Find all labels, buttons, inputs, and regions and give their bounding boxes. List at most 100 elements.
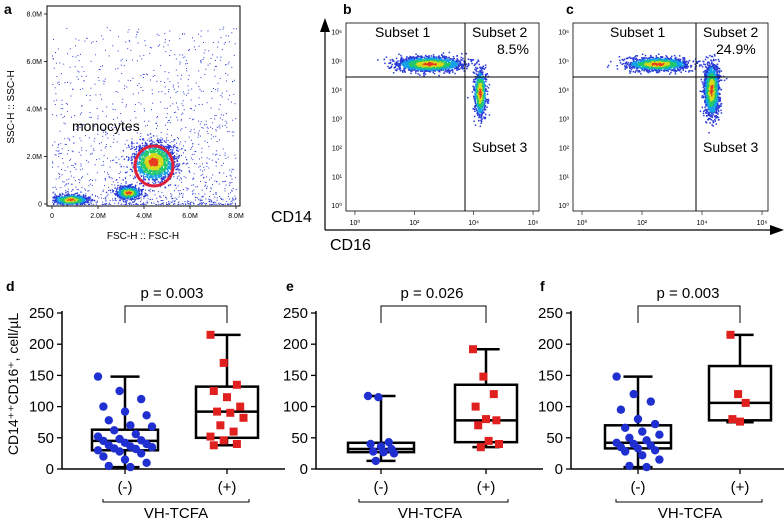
scatter-point	[84, 195, 86, 197]
scatter-point	[170, 167, 172, 170]
scatter-point	[148, 164, 150, 166]
scatter-point	[116, 141, 118, 143]
scatter-point	[104, 185, 106, 186]
scatter-point	[134, 186, 136, 189]
scatter-point	[121, 73, 123, 74]
scatter-point	[147, 124, 149, 126]
scatter-point	[219, 154, 221, 156]
scatter-point	[107, 172, 108, 174]
scatter-point	[178, 204, 180, 205]
scatter-point	[138, 145, 140, 148]
scatter-point	[64, 201, 66, 204]
scatter-point	[116, 194, 119, 196]
scatter-point	[152, 154, 155, 156]
scatter-point	[156, 143, 159, 146]
scatter-point	[169, 161, 171, 163]
scatter-point	[202, 91, 204, 92]
scatter-point	[137, 188, 140, 190]
scatter-point	[146, 139, 148, 141]
scatter-point	[235, 203, 236, 205]
scatter-point	[105, 131, 107, 133]
scatter-point	[135, 36, 137, 38]
scatter-point	[171, 141, 173, 143]
scatter-point	[193, 40, 195, 42]
scatter-point	[159, 203, 161, 205]
scatter-point	[215, 192, 217, 194]
scatter-point	[436, 58, 438, 61]
scatter-point	[140, 162, 142, 164]
scatter-point	[80, 147, 82, 149]
scatter-point	[149, 133, 152, 135]
scatter-point	[144, 153, 147, 156]
scatter-point	[74, 163, 76, 164]
scatter-point	[186, 68, 188, 69]
scatter-point	[147, 172, 150, 175]
scatter-point	[98, 69, 100, 70]
scatter-point	[115, 193, 118, 196]
scatter-point	[174, 161, 176, 163]
scatter-point	[161, 180, 163, 182]
scatter-point	[461, 63, 463, 65]
scatter-point	[60, 152, 62, 154]
scatter-point	[180, 203, 182, 205]
scatter-point	[470, 60, 473, 63]
scatter-point	[174, 144, 176, 146]
scatter-point	[219, 117, 221, 119]
scatter-point	[150, 139, 153, 141]
scatter-point	[189, 131, 191, 132]
scatter-point	[73, 176, 75, 178]
scatter-point	[135, 184, 137, 187]
scatter-point	[68, 196, 70, 199]
scatter-point	[206, 166, 208, 167]
scatter-point	[459, 62, 462, 65]
scatter-point	[152, 190, 154, 192]
scatter-point	[120, 185, 122, 187]
scatter-point	[58, 177, 60, 179]
scatter-point	[155, 122, 157, 124]
scatter-point	[160, 65, 162, 67]
scatter-point	[77, 194, 80, 197]
scatter-point	[102, 191, 104, 193]
scatter-point	[151, 47, 153, 49]
scatter-point	[394, 63, 396, 65]
scatter-point	[85, 193, 87, 195]
scatter-point	[434, 70, 437, 72]
scatter-point	[233, 28, 235, 30]
scatter-point	[70, 197, 73, 200]
scatter-point	[91, 203, 93, 205]
scatter-point	[137, 42, 139, 44]
scatter-point	[192, 193, 193, 195]
scatter-point	[79, 196, 82, 199]
scatter-point	[136, 147, 138, 149]
scatter-point	[476, 62, 478, 64]
scatter-point	[172, 152, 175, 154]
scatter-point	[83, 124, 85, 125]
scatter-point	[211, 201, 213, 203]
scatter-point	[85, 201, 87, 203]
scatter-point	[169, 152, 172, 154]
scatter-point	[153, 182, 155, 185]
scatter-point	[64, 82, 66, 84]
scatter-point	[72, 88, 74, 90]
scatter-point	[164, 33, 166, 34]
scatter-point	[105, 200, 107, 202]
scatter-point	[70, 82, 72, 84]
scatter-point	[145, 170, 147, 172]
scatter-point	[75, 195, 77, 197]
scatter-point	[206, 162, 208, 164]
scatter-point	[176, 168, 178, 170]
scatter-point	[129, 185, 131, 188]
scatter-point	[447, 68, 450, 70]
scatter-point	[179, 63, 181, 65]
monocyte-gate	[133, 144, 175, 188]
scatter-point	[193, 118, 195, 120]
scatter-point	[181, 148, 183, 150]
scatter-point	[132, 77, 134, 79]
scatter-point	[160, 204, 162, 205]
scatter-point	[144, 141, 147, 144]
scatter-point	[122, 197, 124, 199]
scatter-point	[159, 152, 161, 155]
scatter-point	[188, 170, 190, 172]
scatter-point	[157, 158, 159, 160]
